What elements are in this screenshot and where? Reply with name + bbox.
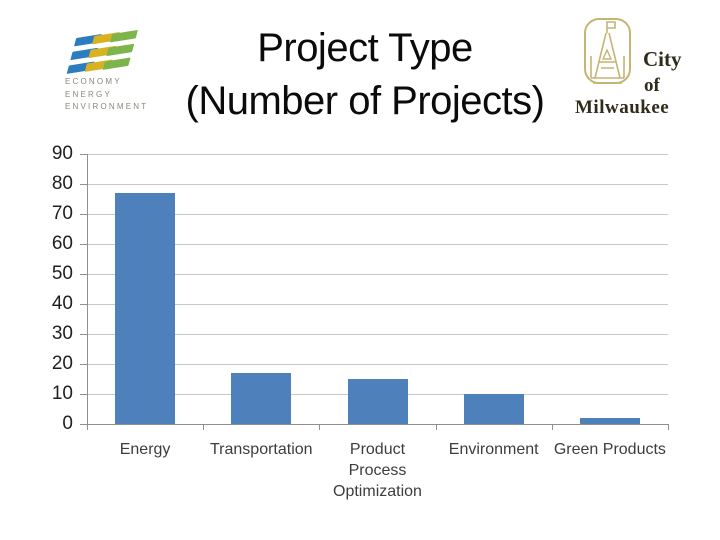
bar-environment (463, 394, 524, 424)
bar-product-process-optimization (347, 379, 408, 424)
y-axis-tick-label: 20 (51, 353, 73, 374)
bar-transportation (231, 373, 292, 424)
y-axis-tick-label: 0 (62, 413, 73, 434)
y-axis-tick-label: 40 (51, 293, 73, 314)
gridline (87, 184, 668, 185)
x-axis-tick (551, 424, 553, 430)
slide-title-line-2: (Number of Projects) (185, 79, 545, 123)
e3-text-line: ECONOMY (65, 77, 122, 86)
x-axis-tick (668, 424, 669, 430)
x-axis-tick (435, 424, 437, 430)
slide-title-line-1: Project Type (257, 26, 473, 70)
milwaukee-text-milwaukee: Milwaukee (575, 97, 670, 118)
x-axis-category-label: Transportation (209, 441, 313, 458)
x-axis-category-label: Product Process Optimization (333, 441, 422, 500)
y-axis-tick (80, 244, 87, 245)
e3-logo-text: ECONOMY ENERGY ENVIRONMENT (65, 76, 148, 114)
y-axis-tick (80, 304, 87, 305)
e3-logo: ECONOMY ENERGY ENVIRONMENT (55, 25, 165, 117)
e3-text-line: ENVIRONMENT (65, 102, 149, 111)
y-axis-tick (80, 274, 87, 275)
gridline (87, 334, 668, 335)
y-axis-tick-label: 90 (51, 143, 73, 164)
x-axis-category-label: Environment (448, 441, 539, 458)
gridline (87, 154, 668, 155)
y-axis-tick (80, 184, 87, 185)
gridline (87, 214, 668, 215)
gridline (87, 304, 668, 305)
x-axis-tick (203, 424, 205, 430)
bar-energy (115, 193, 176, 424)
y-axis-tick (80, 424, 87, 425)
y-axis-tick (80, 154, 87, 155)
gridline (87, 244, 668, 245)
milwaukee-text-of: of (644, 75, 660, 96)
y-axis-tick-label: 70 (51, 203, 73, 224)
x-axis-category-label: Energy (119, 441, 171, 458)
y-axis-tick (80, 214, 87, 215)
bar-green-products (579, 418, 640, 424)
gridline (87, 274, 668, 275)
y-axis-tick (80, 364, 87, 365)
y-axis-tick-label: 80 (51, 173, 73, 194)
y-axis-tick-label: 50 (51, 263, 73, 284)
slide-title: Project Type (Number of Projects) (130, 22, 600, 128)
x-axis-category-label: Green Products (553, 441, 666, 458)
milwaukee-text-city: City (643, 47, 682, 71)
y-axis-tick-label: 10 (51, 383, 73, 404)
milwaukee-emblem-icon (584, 18, 631, 84)
y-axis-tick-label: 60 (51, 233, 73, 254)
y-axis-line (87, 154, 88, 425)
milwaukee-logo: City of Milwaukee (575, 13, 715, 118)
x-axis-line (87, 424, 668, 425)
y-axis-tick (80, 394, 87, 395)
y-axis-tick (80, 334, 87, 335)
x-axis-tick (319, 424, 321, 430)
gridline (87, 364, 668, 365)
e3-text-line: ENERGY (65, 89, 112, 99)
y-axis-tick-label: 30 (51, 323, 73, 344)
x-axis-tick (87, 424, 88, 430)
